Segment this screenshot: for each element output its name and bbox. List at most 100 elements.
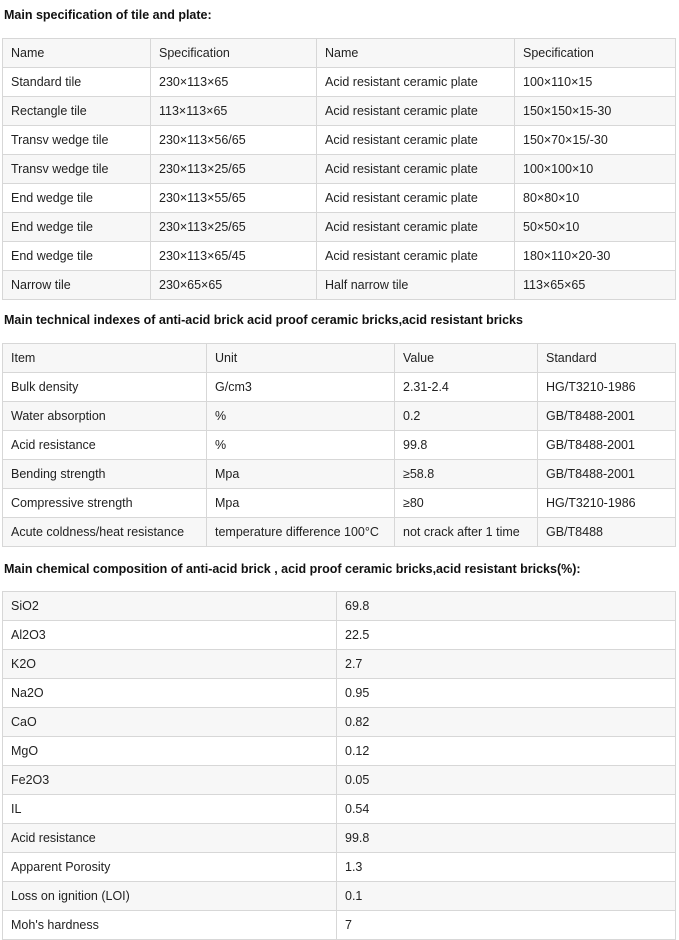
table-cell: not crack after 1 time — [394, 517, 538, 547]
table-row: Acid resistance% 99.8 GB/T8488-2001 — [2, 430, 676, 460]
table-cell: 113×65×65 — [514, 270, 676, 300]
table-cell: HG/T3210-1986 — [537, 488, 676, 518]
table-cell: 230×65×65 — [150, 270, 317, 300]
table-cell: Mpa — [206, 459, 395, 489]
table-cell: Acid resistant ceramic plate — [316, 183, 515, 213]
table-cell: Acid resistant ceramic plate — [316, 67, 515, 97]
table-row: Compressive strength Mpa ≥80 HG/T3210-1986 — [2, 488, 676, 518]
table-row: Transv wedge tile 230×113×25/65 Acid resis… — [2, 154, 676, 184]
table-cell: Mpa — [206, 488, 395, 518]
column-header: Value — [394, 343, 538, 373]
table-row: Rectangle tile 113×113×65 Acid resistant c… — [2, 96, 676, 126]
table-row: Transv wedge tile 230×113×56/65 Acid resis… — [2, 125, 676, 155]
table-cell: 22.5 — [336, 620, 676, 650]
table-cell: HG/T3210-1986 — [537, 372, 676, 402]
table-cell: Half narrow tile — [316, 270, 515, 300]
table-cell: 100×100×10 — [514, 154, 676, 184]
table-row: Al2O3 22.5 — [2, 620, 676, 650]
table-row: End wedge tile 230×113×55/65 Acid resistan… — [2, 183, 676, 213]
table-cell: GB/T8488-2001 — [537, 459, 676, 489]
table-row: Narrow tile 230×65×65 Half narrow tile 113×… — [2, 270, 676, 300]
table-cell: K2O — [2, 649, 337, 679]
tech-heading: Main technical indexes of anti-acid bric… — [4, 313, 523, 327]
table-cell: GB/T8488-2001 — [537, 430, 676, 460]
table-row: Bending strength Mpa ≥58.8 GB/T8488-2001 — [2, 459, 676, 489]
table-cell: Loss on ignition (LOI) — [2, 881, 337, 911]
header-row: Item Unit Value Standard — [2, 343, 676, 373]
table-cell: Apparent Porosity — [2, 852, 337, 882]
table-row: Water absorption% 0.2 GB/T8488-2001 — [2, 401, 676, 431]
table-cell: Transv wedge tile — [2, 125, 151, 155]
table-cell: GB/T8488 — [537, 517, 676, 547]
table-cell: 230×113×25/65 — [150, 212, 317, 242]
table-row: Bulk density G/cm3 2.31-2.4 HG/T3210-1986 — [2, 372, 676, 402]
table-cell: ≥80 — [394, 488, 538, 518]
table-row: End wedge tile 230×113×65/45 Acid resistan… — [2, 241, 676, 271]
table-cell: 113×113×65 — [150, 96, 317, 126]
table-cell: Bulk density — [2, 372, 207, 402]
tech-table: Item Unit Value Standard Bulk density G/cm3 2.… — [2, 343, 676, 547]
table-cell: 230×113×55/65 — [150, 183, 317, 213]
table-cell: 80×80×10 — [514, 183, 676, 213]
table-cell: Acid resistant ceramic plate — [316, 154, 515, 184]
table-cell: 0.1 — [336, 881, 676, 911]
table-cell: End wedge tile — [2, 212, 151, 242]
table-cell: Moh's hardness — [2, 910, 337, 940]
table-cell: Transv wedge tile — [2, 154, 151, 184]
table-row: SiO2 69.8 — [2, 591, 676, 621]
table-cell: 0.82 — [336, 707, 676, 737]
table-cell: 230×113×65/45 — [150, 241, 317, 271]
table-cell: End wedge tile — [2, 183, 151, 213]
table-cell: SiO2 — [2, 591, 337, 621]
table-row: Acute coldness/heat resistance temperatur… — [2, 517, 676, 547]
table-cell: 150×70×15/-30 — [514, 125, 676, 155]
table-row: Loss on ignition (LOI) 0.1 — [2, 881, 676, 911]
table-cell: 0.95 — [336, 678, 676, 708]
table-cell: 50×50×10 — [514, 212, 676, 242]
table-cell: G/cm3 — [206, 372, 395, 402]
table-cell: 0.05 — [336, 765, 676, 795]
table-cell: MgO — [2, 736, 337, 766]
column-header: Standard — [537, 343, 676, 373]
table-cell: Al2O3 — [2, 620, 337, 650]
table-row: IL 0.54 — [2, 794, 676, 824]
table-cell: 99.8 — [336, 823, 676, 853]
table-row: MgO 0.12 — [2, 736, 676, 766]
table-cell: 150×150×15-30 — [514, 96, 676, 126]
table-cell: % — [206, 430, 395, 460]
table-cell: % — [206, 401, 395, 431]
table-cell: Fe2O3 — [2, 765, 337, 795]
column-header: Name — [316, 38, 515, 68]
table-row: CaO 0.82 — [2, 707, 676, 737]
table-cell: 1.3 — [336, 852, 676, 882]
table-cell: 2.7 — [336, 649, 676, 679]
table-cell: 0.12 — [336, 736, 676, 766]
column-header: Name — [2, 38, 151, 68]
table-cell: Acid resistance — [2, 430, 207, 460]
table-row: Apparent Porosity 1.3 — [2, 852, 676, 882]
table-row: Moh's hardness 7 — [2, 910, 676, 940]
table-cell: temperature difference 100°C — [206, 517, 395, 547]
table-cell: Rectangle tile — [2, 96, 151, 126]
table-cell: 180×110×20-30 — [514, 241, 676, 271]
table-cell: Standard tile — [2, 67, 151, 97]
table-cell: 69.8 — [336, 591, 676, 621]
table-cell: CaO — [2, 707, 337, 737]
table-cell: Bending strength — [2, 459, 207, 489]
table-cell: 0.54 — [336, 794, 676, 824]
table-cell: IL — [2, 794, 337, 824]
spec-table: Name Specification Name Specification Standa… — [2, 38, 676, 300]
table-cell: 2.31-2.4 — [394, 372, 538, 402]
table-cell: Acid resistant ceramic plate — [316, 241, 515, 271]
table-row: Na2O 0.95 — [2, 678, 676, 708]
chem-table: SiO2 69.8 Al2O3 22.5 K2O 2.7 Na2O 0.95 CaO 0.82 Mg… — [2, 591, 676, 940]
column-header: Item — [2, 343, 207, 373]
table-cell: Acute coldness/heat resistance — [2, 517, 207, 547]
table-cell: 99.8 — [394, 430, 538, 460]
table-cell: GB/T8488-2001 — [537, 401, 676, 431]
table-cell: Water absorption — [2, 401, 207, 431]
table-cell: Acid resistance — [2, 823, 337, 853]
table-cell: 230×113×56/65 — [150, 125, 317, 155]
table-cell: Acid resistant ceramic plate — [316, 96, 515, 126]
